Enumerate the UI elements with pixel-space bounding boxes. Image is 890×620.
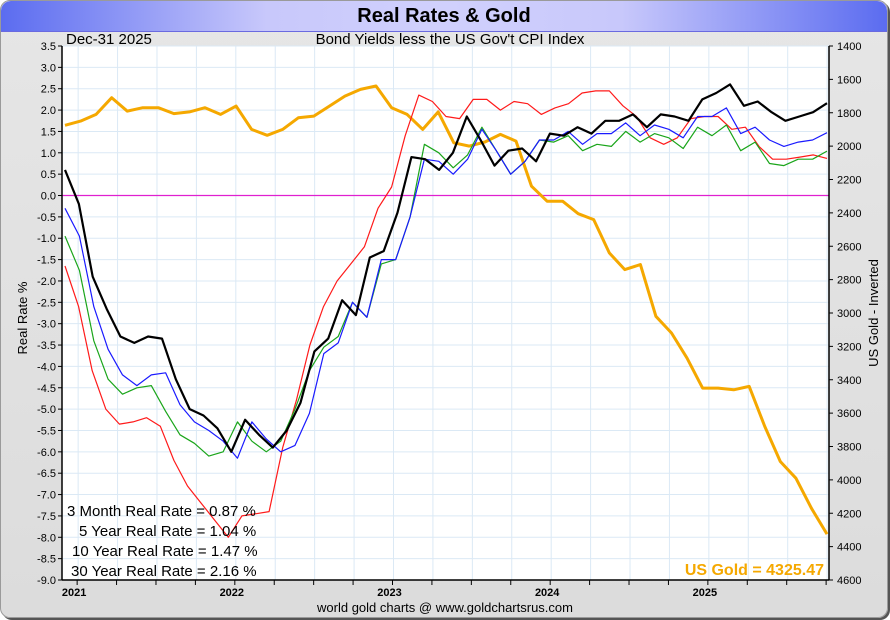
y-tick-label: -2.5 <box>37 297 56 309</box>
y2-tick-label: 4200 <box>837 508 861 520</box>
y2-tick-label: 2000 <box>837 141 861 153</box>
x-tick-label: 2023 <box>377 587 401 599</box>
y-tick-label: -6.0 <box>37 447 56 459</box>
y-tick-label: -7.0 <box>37 490 56 502</box>
y-tick-label: -6.5 <box>37 468 56 480</box>
y-tick-label: -8.0 <box>37 532 56 544</box>
y2-tick-label: 2600 <box>837 241 861 253</box>
y2-tick-label: 1400 <box>837 41 861 53</box>
y-tick-label: -5.5 <box>37 425 56 437</box>
y-tick-label: -5.0 <box>37 404 56 416</box>
legend-5-year: 5 Year Real Rate = 1.04 % <box>79 523 257 540</box>
y-tick-label: 0.5 <box>41 169 56 181</box>
y2-tick-label: 3600 <box>837 408 861 420</box>
y2-tick-label: 2400 <box>837 208 861 220</box>
y-tick-label: 2.0 <box>41 105 56 117</box>
series-line-y10 <box>64 107 828 459</box>
y2-tick-label: 4600 <box>837 575 861 587</box>
legend-3-month: 3 Month Real Rate = 0.87 % <box>67 503 256 520</box>
y-axis-ticks: 3.5 3.0 2.5 2.0 1.5 1.0 0.5 0.0 -0.5 -1.0 -1.5 -2.0… <box>37 41 62 587</box>
chart-subtitle: Bond Yields less the US Gov't CPI Index <box>315 31 585 48</box>
x-tick-label: 2022 <box>220 587 244 599</box>
title-bar: Real Rates & Gold <box>1 1 887 32</box>
y2-tick-label: 3800 <box>837 442 861 454</box>
legend-us-gold: US Gold = 4325.47 <box>684 562 824 579</box>
y-tick-label: 0.0 <box>41 191 56 203</box>
y-tick-label: -3.5 <box>37 340 56 352</box>
series-line-gold <box>64 84 829 535</box>
series-line-m3 <box>64 90 828 538</box>
plot-area <box>62 46 829 580</box>
x-tick-label: 2024 <box>535 587 560 599</box>
y-tick-label: -3.0 <box>37 319 56 331</box>
y-tick-label: -4.0 <box>37 361 56 373</box>
y2-tick-label: 2800 <box>837 275 861 287</box>
y2-tick-label: 1600 <box>837 74 861 86</box>
chart-title: Real Rates & Gold <box>357 5 531 27</box>
series-line-y30 <box>63 83 828 453</box>
y-tick-label: -1.0 <box>37 233 56 245</box>
chart-credit: world gold charts @ www.goldchartsrus.co… <box>317 600 573 615</box>
y-tick-label: 3.0 <box>41 62 56 74</box>
y2-tick-label: 3400 <box>837 375 861 387</box>
legend-30-year: 30 Year Real Rate = 2.16 % <box>71 563 257 580</box>
y-tick-label: 2.5 <box>41 84 56 96</box>
y2-tick-label: 4400 <box>837 542 861 554</box>
y-tick-label: 1.0 <box>41 148 56 160</box>
y2-tick-label: 2200 <box>837 175 861 187</box>
y-tick-label: -4.5 <box>37 383 56 395</box>
y2-tick-label: 4000 <box>837 475 861 487</box>
chart-date: Dec-31 2025 <box>66 31 152 48</box>
y-tick-label: -1.5 <box>37 255 56 267</box>
x-tick-label: 2021 <box>62 587 86 599</box>
y2-tick-label: 3000 <box>837 308 861 320</box>
y2-tick-label: 3200 <box>837 341 861 353</box>
y-tick-label: 1.5 <box>41 126 56 138</box>
y-tick-label: -0.5 <box>37 212 56 224</box>
y-tick-label: 3.5 <box>41 41 56 53</box>
y2-tick-label: 1800 <box>837 108 861 120</box>
y2-axis-label: US Gold - Inverted <box>866 259 881 367</box>
y-tick-label: -2.0 <box>37 276 56 288</box>
series-lines <box>63 83 829 538</box>
y2-axis-ticks: 1400 1600 1800 2000 2200 2400 2600 2800 3000 3200… <box>829 41 861 587</box>
x-tick-label: 2025 <box>693 587 717 599</box>
x-axis-ticks: 2021 2022 2023 2024 2025 <box>62 580 827 599</box>
y-tick-label: -9.0 <box>37 575 56 587</box>
y-tick-label: -8.5 <box>37 554 56 566</box>
legend-10-year: 10 Year Real Rate = 1.47 % <box>72 543 258 560</box>
y-axis-label: Real Rate % <box>15 281 30 354</box>
y-tick-label: -7.5 <box>37 511 56 523</box>
